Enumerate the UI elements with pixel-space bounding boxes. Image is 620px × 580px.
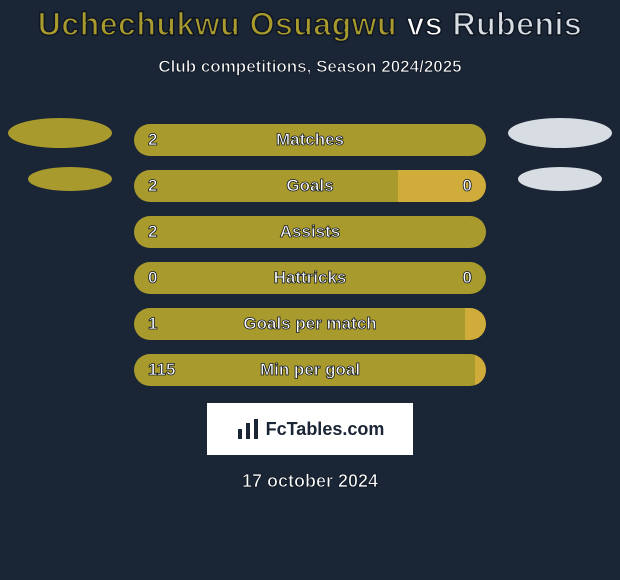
stat-seg-left [134,170,398,202]
brand-box: FcTables.com [207,403,413,455]
stat-value-left: 115 [148,360,175,380]
subtitle: Club competitions, Season 2024/2025 [0,57,620,77]
stat-track: Hattricks 0 0 [134,262,486,294]
stat-row: Min per goal 115 [0,347,620,393]
avatar-left [28,167,112,191]
stat-label: Goals per match [243,314,376,334]
stat-label: Matches [276,130,344,150]
stat-row: Goals per match 1 [0,301,620,347]
stat-value-right: 0 [463,176,472,196]
stat-value-left: 0 [148,268,157,288]
avatar-left [8,118,112,148]
stat-value-left: 2 [148,176,157,196]
stat-label: Assists [280,222,340,242]
title-player2: Rubenis [452,6,582,42]
stat-track: Matches 2 [134,124,486,156]
stat-label: Min per goal [260,360,360,380]
title-vs: vs [397,6,452,42]
stat-row: Goals 2 0 [0,163,620,209]
date-line: 17 october 2024 [0,471,620,492]
avatar-right [508,118,612,148]
bars-icon [236,419,260,439]
avatar-right [518,167,602,191]
stat-row: Matches 2 [0,117,620,163]
stat-track: Goals 2 0 [134,170,486,202]
infographic-root: Uchechukwu Osuagwu vs Rubenis Club compe… [0,0,620,580]
brand-text: FcTables.com [266,419,385,440]
stat-track: Min per goal 115 [134,354,486,386]
stat-track: Assists 2 [134,216,486,248]
stat-label: Hattricks [274,268,347,288]
stat-label: Goals [286,176,333,196]
stat-value-left: 2 [148,222,157,242]
title-player1: Uchechukwu Osuagwu [38,6,397,42]
stat-value-right: 0 [463,268,472,288]
stat-value-left: 1 [148,314,157,334]
stat-track: Goals per match 1 [134,308,486,340]
page-title: Uchechukwu Osuagwu vs Rubenis [0,6,620,43]
stat-row: Assists 2 [0,209,620,255]
stat-seg-right [398,170,486,202]
stat-seg-right [475,354,486,386]
stat-seg-right [465,308,486,340]
stat-row: Hattricks 0 0 [0,255,620,301]
stat-value-left: 2 [148,130,157,150]
stats-block: Matches2Goals20Assists2Hattricks00Goals … [0,117,620,393]
